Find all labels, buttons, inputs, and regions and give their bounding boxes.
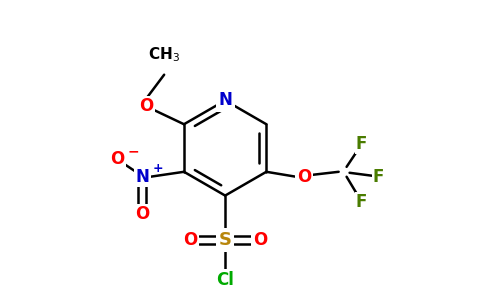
- Text: O: O: [297, 168, 311, 186]
- Text: F: F: [356, 135, 367, 153]
- Text: S: S: [219, 231, 232, 249]
- Text: O: O: [135, 206, 150, 224]
- Text: O: O: [139, 98, 153, 116]
- Text: O: O: [183, 231, 197, 249]
- Text: O: O: [253, 231, 267, 249]
- Text: N: N: [218, 92, 232, 110]
- Text: O: O: [110, 150, 125, 168]
- Text: +: +: [152, 162, 163, 175]
- Text: F: F: [373, 168, 384, 186]
- Text: Cl: Cl: [216, 271, 234, 289]
- Text: N: N: [136, 168, 149, 186]
- Text: CH$_3$: CH$_3$: [148, 45, 180, 64]
- Text: −: −: [127, 144, 139, 158]
- Text: F: F: [356, 193, 367, 211]
